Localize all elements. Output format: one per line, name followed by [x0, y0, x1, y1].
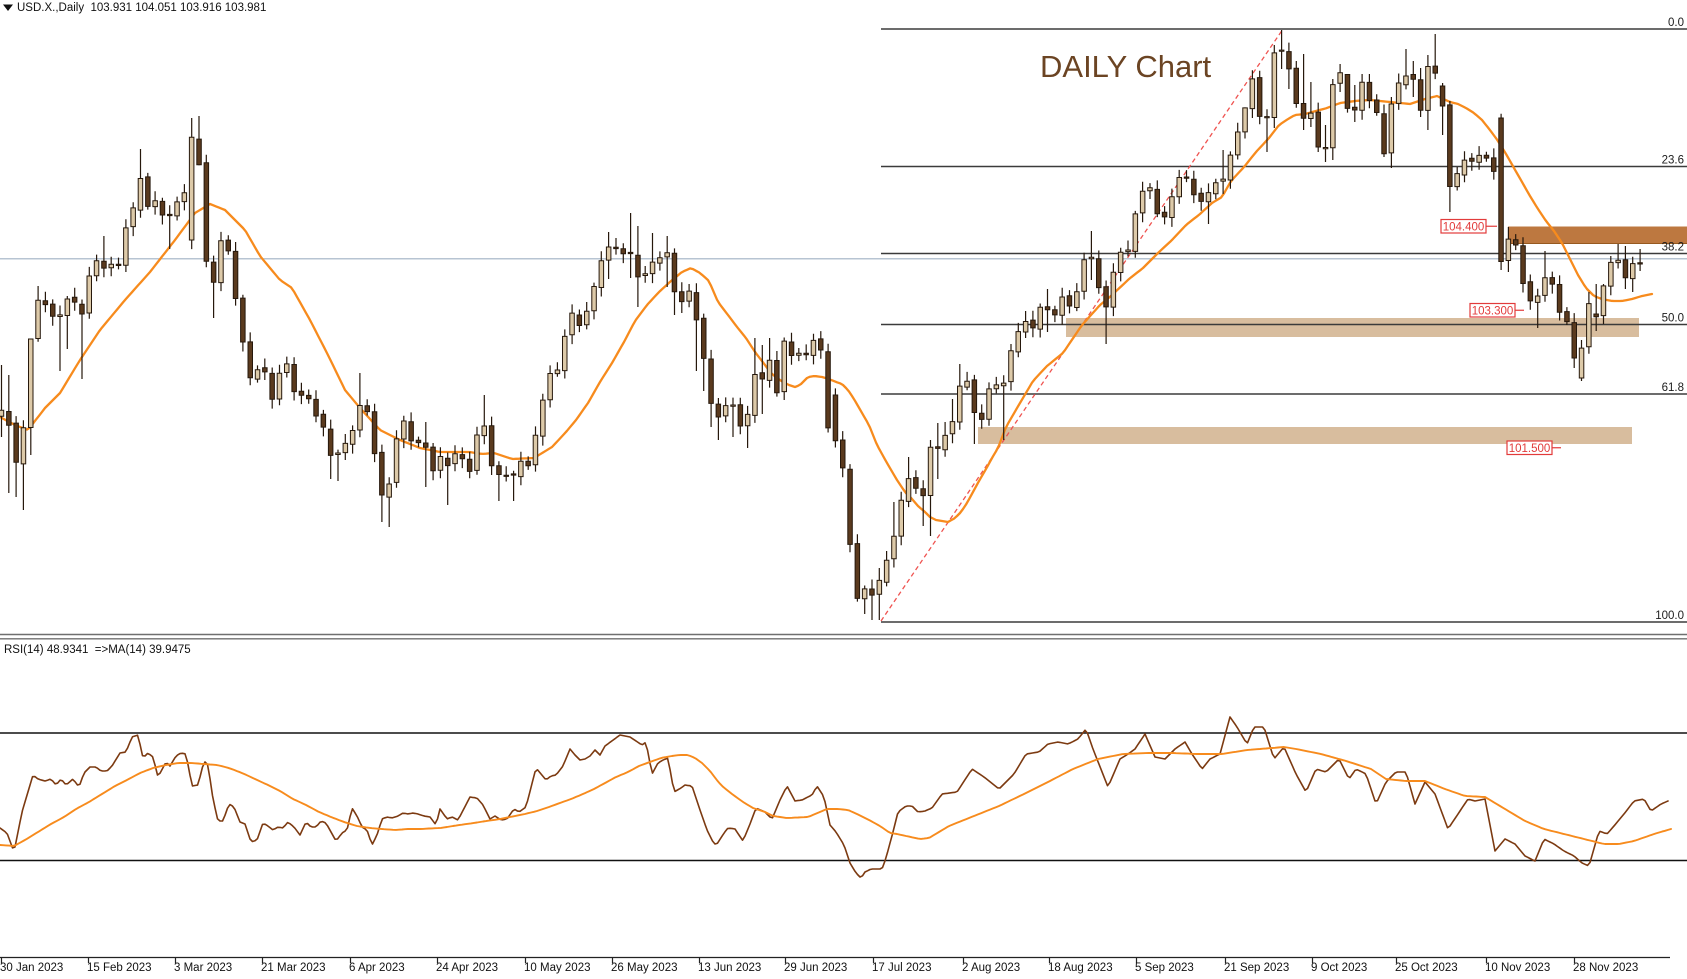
svg-text:0.0: 0.0 [1668, 17, 1684, 29]
svg-text:29 Jun 2023: 29 Jun 2023 [784, 962, 847, 974]
svg-text:10 May 2023: 10 May 2023 [524, 962, 591, 974]
svg-text:21 Mar 2023: 21 Mar 2023 [261, 962, 326, 974]
svg-text:3 Mar 2023: 3 Mar 2023 [174, 962, 232, 974]
svg-text:25 Oct 2023: 25 Oct 2023 [1395, 962, 1458, 974]
svg-text:61.8: 61.8 [1662, 382, 1684, 394]
svg-text:RSI(14) 48.9341 =>MA(14) 39.9: RSI(14) 48.9341 =>MA(14) 39.9475 [4, 644, 191, 656]
svg-text:17 Jul 2023: 17 Jul 2023 [872, 962, 931, 974]
svg-text:50.0: 50.0 [1662, 313, 1684, 325]
svg-text:10 Nov 2023: 10 Nov 2023 [1485, 962, 1550, 974]
svg-text:21 Sep 2023: 21 Sep 2023 [1224, 962, 1289, 974]
svg-text:38.2: 38.2 [1662, 242, 1684, 254]
svg-text:15 Feb 2023: 15 Feb 2023 [87, 962, 152, 974]
svg-text:6 Apr 2023: 6 Apr 2023 [349, 962, 405, 974]
svg-text:23.6: 23.6 [1662, 155, 1684, 167]
svg-text:USD.X.,Daily 103.931 104.051: USD.X.,Daily 103.931 104.051 103.916 103… [17, 2, 266, 14]
svg-text:104.400: 104.400 [1443, 222, 1485, 234]
svg-text:2 Aug 2023: 2 Aug 2023 [962, 962, 1020, 974]
svg-text:101.500: 101.500 [1509, 443, 1551, 455]
svg-text:28 Nov 2023: 28 Nov 2023 [1573, 962, 1638, 974]
svg-text:26 May 2023: 26 May 2023 [611, 962, 678, 974]
svg-text:DAILY Chart: DAILY Chart [1040, 49, 1212, 84]
svg-text:100.0: 100.0 [1655, 610, 1684, 622]
svg-text:13 Jun 2023: 13 Jun 2023 [698, 962, 761, 974]
svg-text:30 Jan 2023: 30 Jan 2023 [0, 962, 63, 974]
svg-text:18 Aug 2023: 18 Aug 2023 [1048, 962, 1113, 974]
svg-text:24 Apr 2023: 24 Apr 2023 [436, 962, 498, 974]
svg-text:9 Oct 2023: 9 Oct 2023 [1311, 962, 1367, 974]
svg-text:5 Sep 2023: 5 Sep 2023 [1135, 962, 1194, 974]
svg-text:103.300: 103.300 [1472, 306, 1514, 318]
